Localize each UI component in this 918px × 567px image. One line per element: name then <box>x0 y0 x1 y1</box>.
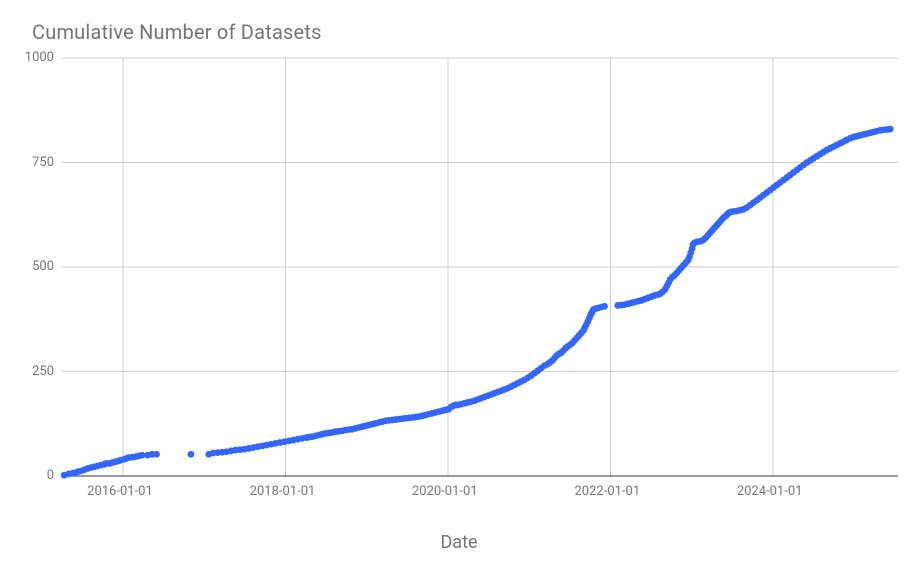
x-tick-label: 2024-01-01 <box>737 484 803 499</box>
x-tick-label: 2020-01-01 <box>412 484 478 499</box>
y-tick-label: 750 <box>4 155 54 170</box>
chart-title: Cumulative Number of Datasets <box>32 20 322 44</box>
chart-svg <box>62 58 898 476</box>
x-axis-title: Date <box>0 532 918 553</box>
x-tick-label: 2018-01-01 <box>250 484 316 499</box>
y-tick-label: 0 <box>4 468 54 483</box>
chart-container: Cumulative Number of Datasets 0250500750… <box>0 0 918 567</box>
y-tick-label: 500 <box>4 259 54 274</box>
y-tick-label: 250 <box>4 364 54 379</box>
plot-area: 02505007501000 2016-01-012018-01-012020-… <box>62 58 898 476</box>
x-tick-label: 2022-01-01 <box>575 484 641 499</box>
y-tick-label: 1000 <box>4 50 54 65</box>
x-tick-label: 2016-01-01 <box>87 484 153 499</box>
